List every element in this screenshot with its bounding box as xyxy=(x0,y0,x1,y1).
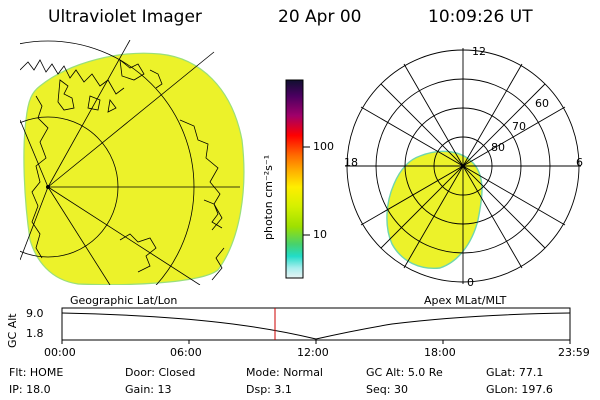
altitude-curve xyxy=(61,312,571,340)
geo-panel-label: Geographic Lat/Lon xyxy=(70,294,178,307)
mlt-label-12: 12 xyxy=(472,45,486,58)
polar-map xyxy=(345,48,581,284)
coastlines xyxy=(20,59,225,281)
time-tick-0000: 00:00 xyxy=(44,346,76,359)
instrument-title: Ultraviolet Imager xyxy=(48,7,202,27)
colorbar-tick-label-100: 100 xyxy=(313,140,334,153)
status-seq: Seq: 30 xyxy=(366,383,408,396)
colorbar xyxy=(285,79,304,279)
status-mode: Mode: Normal xyxy=(246,366,323,379)
status-gc-alt: GC Alt: 5.0 Re xyxy=(366,366,443,379)
altitude-axis-label: GC Alt xyxy=(6,313,19,348)
geographic-map xyxy=(20,40,245,285)
auroral-image-geo xyxy=(23,52,245,285)
altitude-plot-frame xyxy=(61,307,571,341)
time-tick-0600: 06:00 xyxy=(170,346,202,359)
status-gain: Gain: 13 xyxy=(125,383,172,396)
time-tick-1800: 18:00 xyxy=(424,346,456,359)
altitude-tick-low: 1.8 xyxy=(26,327,44,340)
colorbar-unit-label: photon cm⁻²s⁻¹ xyxy=(262,154,275,240)
date-label: 20 Apr 00 xyxy=(278,7,362,27)
time-tick-2359: 23:59 xyxy=(558,346,590,359)
mlat-label-70: 70 xyxy=(512,120,526,133)
colorbar-tick-label-10: 10 xyxy=(313,228,327,241)
mlt-label-6: 6 xyxy=(576,156,583,169)
pole-marker xyxy=(46,185,50,189)
mlat-label-60: 60 xyxy=(535,97,549,110)
lat-lon-grid xyxy=(20,40,240,285)
status-door: Door: Closed xyxy=(125,366,196,379)
altitude-tick-high: 9.0 xyxy=(26,307,44,320)
time-label: 10:09:26 UT xyxy=(428,7,533,27)
status-glat: GLat: 77.1 xyxy=(486,366,544,379)
status-dsp: Dsp: 3.1 xyxy=(246,383,292,396)
mlt-label-0: 0 xyxy=(467,276,474,289)
status-ip: IP: 18.0 xyxy=(9,383,51,396)
mlt-label-18: 18 xyxy=(344,156,358,169)
mlat-label-80: 80 xyxy=(491,141,505,154)
status-glon: GLon: 197.6 xyxy=(486,383,553,396)
status-flt: Flt: HOME xyxy=(9,366,64,379)
altitude-ticks xyxy=(61,340,571,344)
time-tick-1200: 12:00 xyxy=(297,346,329,359)
polar-panel-label: Apex MLat/MLT xyxy=(424,294,507,307)
auroral-image-polar xyxy=(386,150,483,269)
